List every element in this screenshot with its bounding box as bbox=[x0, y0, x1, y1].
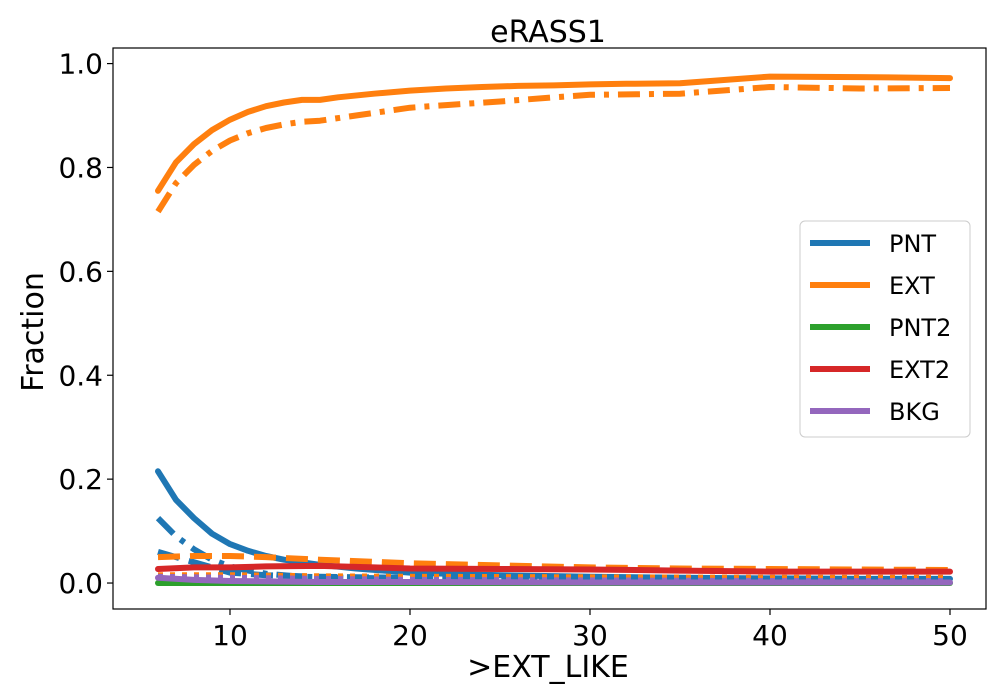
series-line-ext-dashdot bbox=[155, 84, 951, 214]
x-tick-label: 20 bbox=[392, 619, 428, 652]
series-line-ext-dotted bbox=[158, 572, 950, 581]
series-line-ext bbox=[155, 73, 953, 194]
plot-lines bbox=[155, 73, 953, 586]
y-tick-label: 0.8 bbox=[58, 151, 103, 184]
legend-label-ext2: EXT2 bbox=[889, 356, 950, 384]
y-axis: 0.0 0.2 0.4 0.6 0.8 1.0 bbox=[58, 48, 113, 600]
y-axis-label: Fraction bbox=[16, 272, 51, 392]
x-tick-label: 50 bbox=[932, 619, 968, 652]
legend-label-bkg: BKG bbox=[889, 398, 940, 426]
legend-label-pnt: PNT bbox=[889, 230, 936, 258]
series-line-bkg-dotted bbox=[157, 573, 950, 584]
x-axis-label: >EXT_LIKE bbox=[467, 650, 629, 685]
x-axis: 10 20 30 40 50 bbox=[212, 609, 968, 652]
plot-frame bbox=[112, 47, 987, 610]
series-line-pnt-dashdot bbox=[155, 515, 950, 584]
y-tick-label: 0.0 bbox=[58, 567, 103, 600]
series-line-pnt bbox=[155, 468, 953, 582]
y-tick-label: 0.2 bbox=[58, 463, 103, 496]
y-tick-label: 0.4 bbox=[58, 359, 103, 392]
legend: PNT EXT PNT2 EXT2 BKG bbox=[799, 220, 971, 438]
legend-label-ext: EXT bbox=[889, 272, 935, 300]
y-tick-label: 0.6 bbox=[58, 255, 103, 288]
x-tick-label: 40 bbox=[752, 619, 788, 652]
legend-box bbox=[799, 220, 971, 438]
x-tick-label: 10 bbox=[212, 619, 248, 652]
series-line-ext2 bbox=[155, 562, 953, 575]
legend-label-pnt2: PNT2 bbox=[889, 314, 951, 342]
y-tick-label: 1.0 bbox=[58, 48, 103, 81]
chart-title: eRASS1 bbox=[490, 15, 606, 50]
x-tick-label: 30 bbox=[572, 619, 608, 652]
